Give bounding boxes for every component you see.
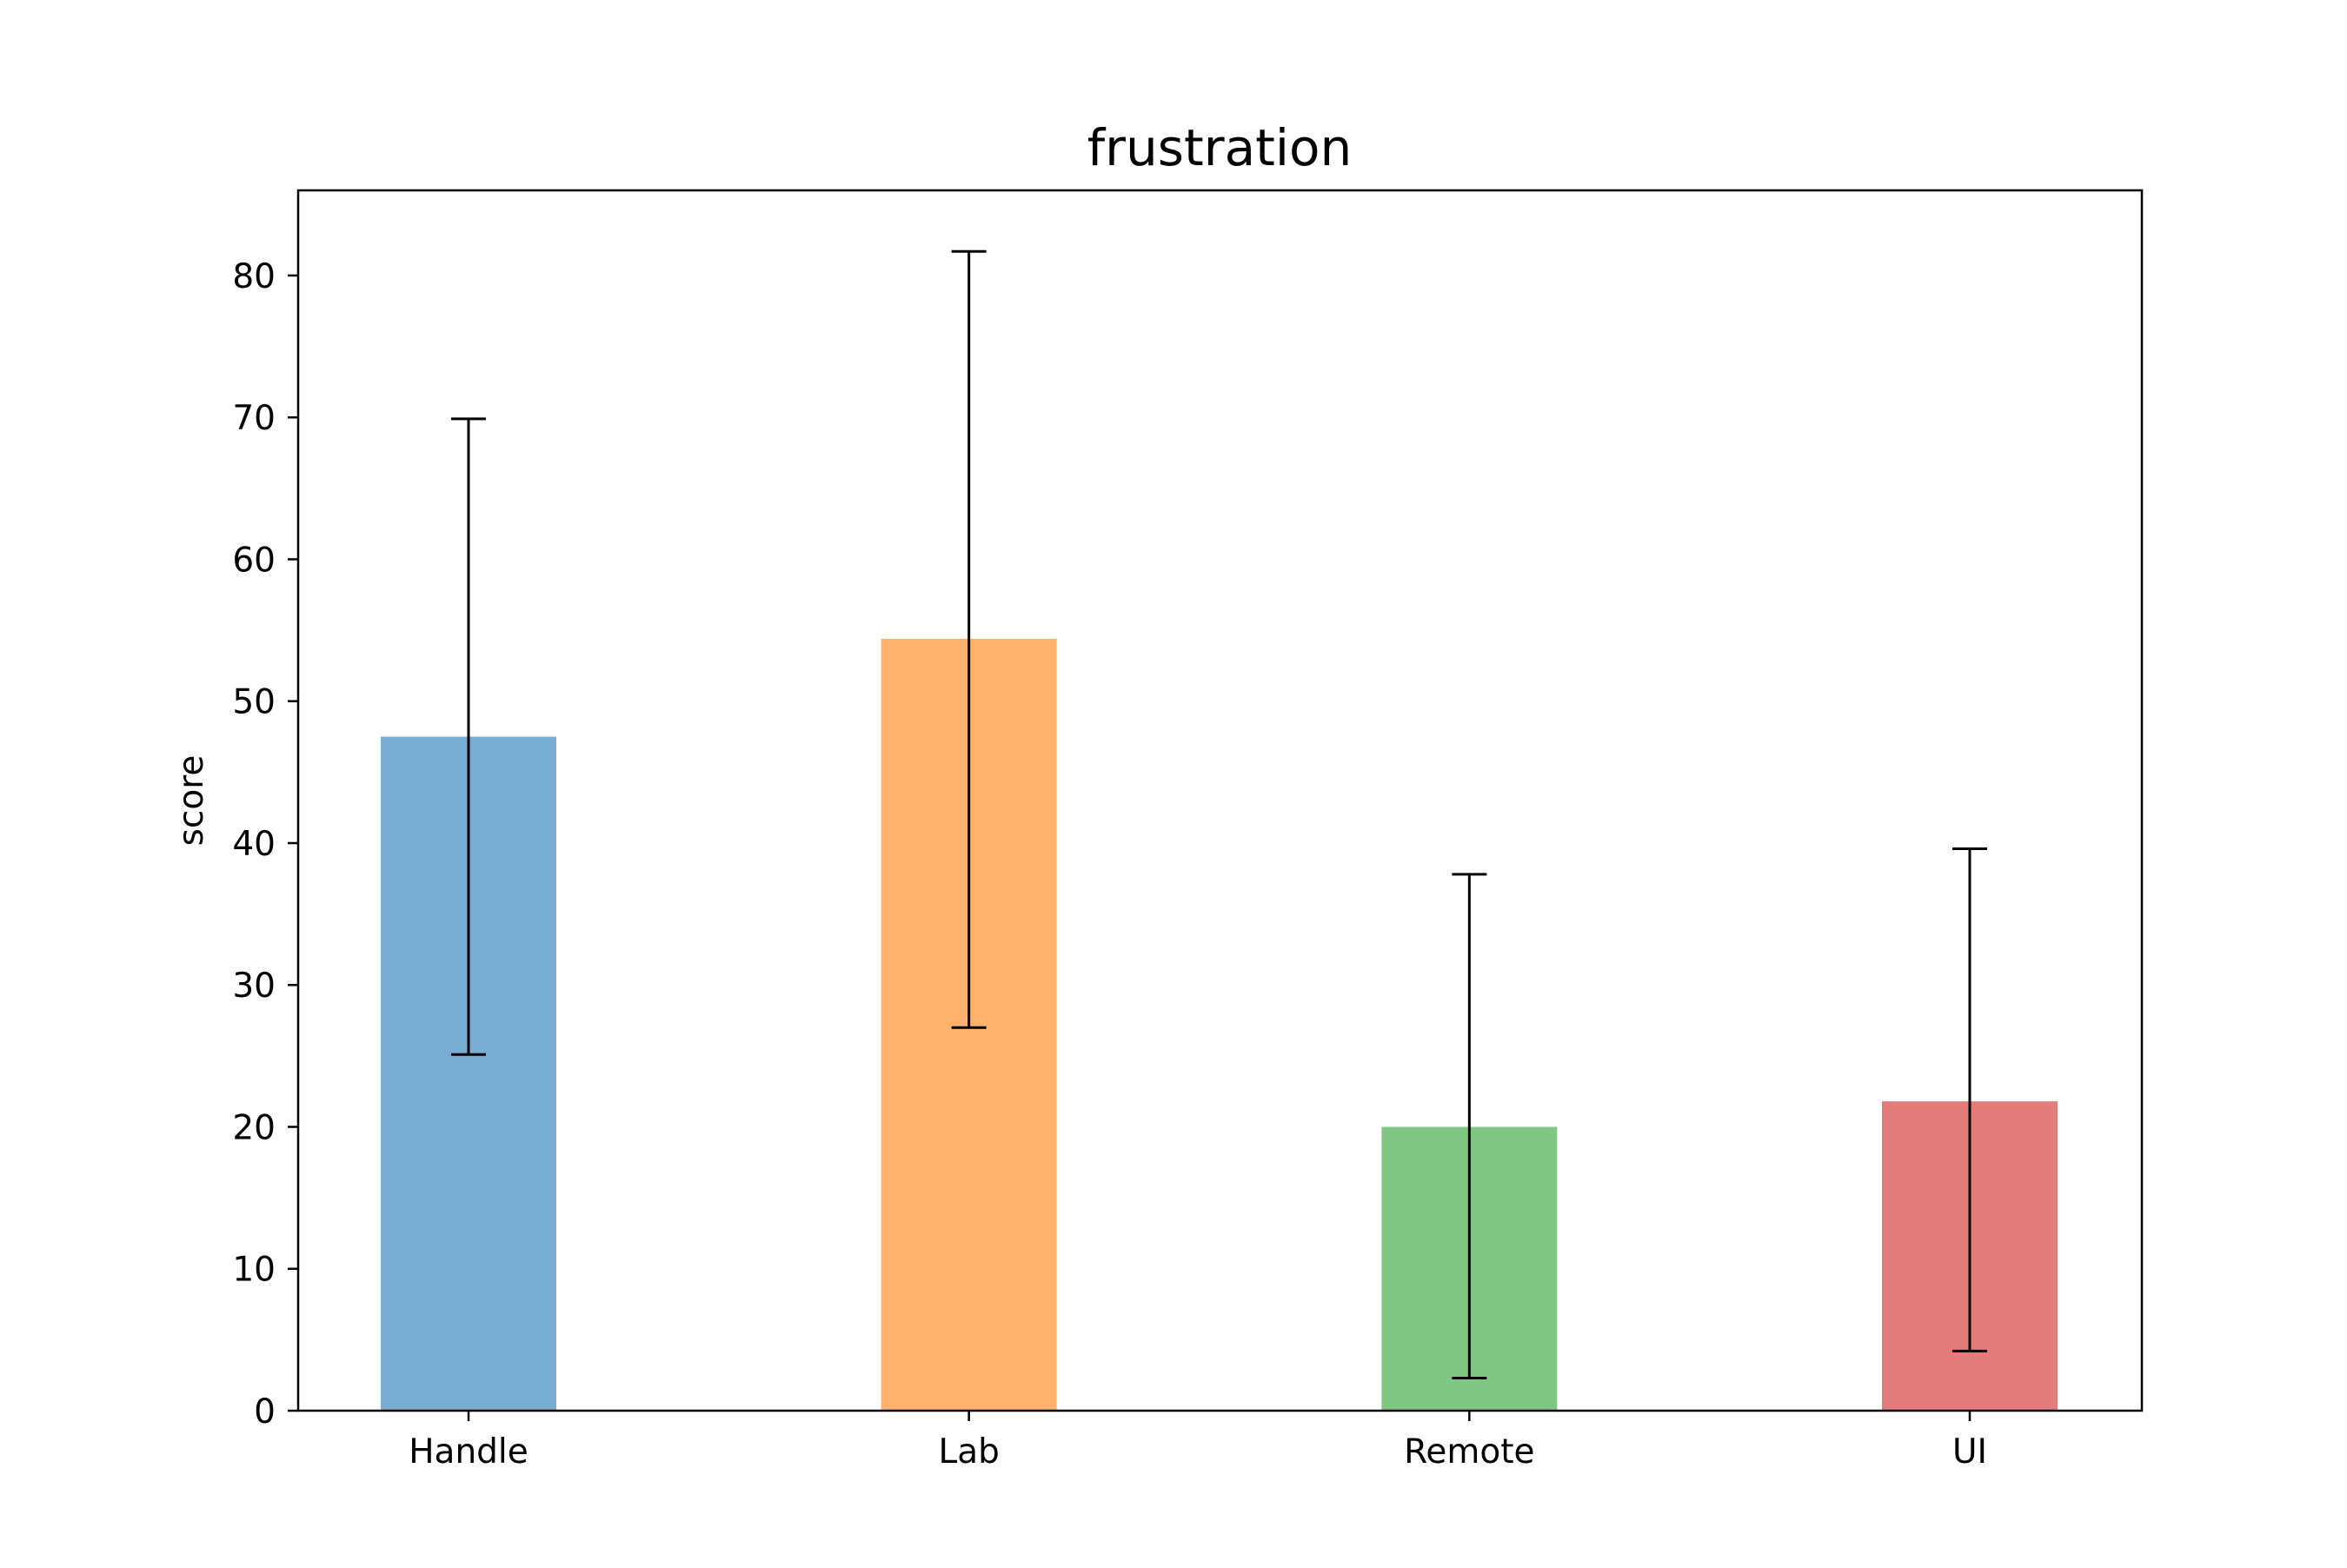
errorbar-remote (1452, 873, 1487, 1379)
errorbars-layer (451, 249, 1987, 1379)
x-tick-label: Remote (1404, 1432, 1534, 1472)
y-tick-label: 80 (232, 257, 276, 296)
x-axis: Handle Lab Remote UI (409, 1411, 1987, 1472)
x-tick-label: Lab (938, 1432, 999, 1472)
y-tick-label: 20 (232, 1108, 276, 1147)
y-tick-label: 70 (232, 399, 276, 438)
y-tick-label: 0 (254, 1392, 276, 1432)
y-tick-label: 50 (232, 683, 276, 722)
y-tick-label: 10 (232, 1251, 276, 1290)
errorbar-lab (951, 249, 987, 1029)
errorbar-handle (451, 417, 486, 1056)
y-tick-label: 60 (232, 541, 276, 580)
x-tick-label: UI (1952, 1432, 1987, 1472)
y-axis: 0 10 20 30 40 50 60 70 80 (232, 257, 298, 1432)
y-axis-label: score (172, 755, 211, 847)
plot-area-frame (296, 189, 2144, 1412)
chart-title: frustration (1087, 118, 1352, 177)
y-tick-label: 40 (232, 825, 276, 864)
errorbar-ui (1952, 847, 1987, 1352)
x-tick-label: Handle (409, 1432, 529, 1472)
y-tick-label: 30 (232, 967, 276, 1006)
